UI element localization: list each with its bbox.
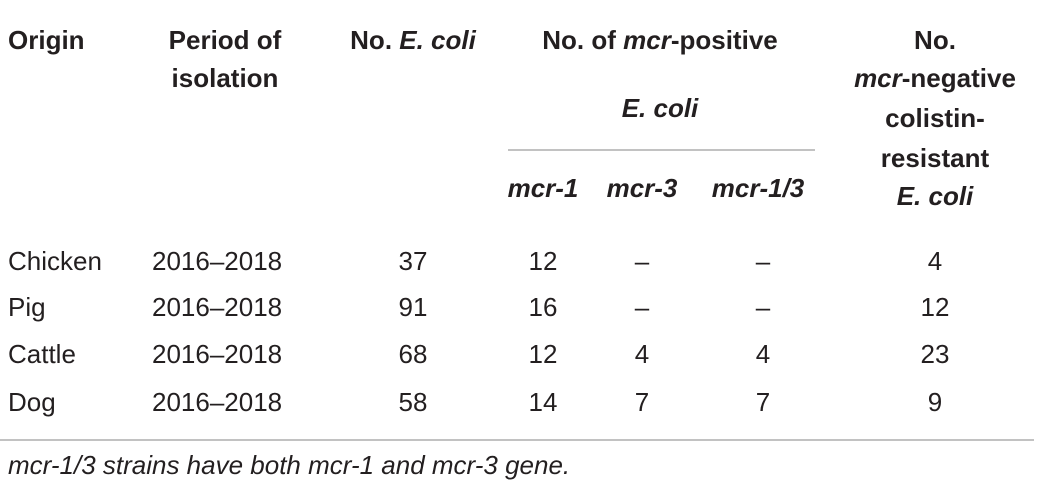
footnote: mcr-1/3 strains have both mcr-1 and mcr-… xyxy=(8,450,570,480)
table-cell: 14 xyxy=(529,387,558,417)
header-cell: mcr-3 xyxy=(607,173,678,203)
table-cell: 2016–2018 xyxy=(152,292,282,322)
table-cell: 91 xyxy=(399,292,428,322)
table-cell: Cattle xyxy=(8,339,76,369)
table-cell: 2016–2018 xyxy=(152,339,282,369)
table-cell: 12 xyxy=(921,292,950,322)
table-cell: – xyxy=(635,246,650,276)
table-cell: 7 xyxy=(635,387,649,417)
table-cell: 68 xyxy=(399,339,428,369)
table-cell: Pig xyxy=(8,292,46,322)
header-cell: E. coli xyxy=(622,93,699,123)
header-cell: No. xyxy=(914,25,956,55)
table-cell: 4 xyxy=(756,339,770,369)
table-cell: – xyxy=(756,246,771,276)
header-cell: Period of xyxy=(169,25,282,55)
table-cell: 2016–2018 xyxy=(152,387,282,417)
header-cell: mcr-negative xyxy=(854,63,1016,93)
header-cell: isolation xyxy=(172,63,279,93)
header-cell: colistin- xyxy=(885,103,985,133)
header-cell: Origin xyxy=(8,25,85,55)
header-cell: E. coli xyxy=(897,181,974,211)
header-cell: No. E. coli xyxy=(350,25,476,55)
table-cell: 23 xyxy=(921,339,950,369)
table-cell: Dog xyxy=(8,387,56,417)
table-cell: 37 xyxy=(399,246,428,276)
table-cell: 4 xyxy=(635,339,649,369)
table-cell: – xyxy=(635,292,650,322)
header-cell: resistant xyxy=(881,143,990,173)
table-cell: Chicken xyxy=(8,246,102,276)
table-cell: 9 xyxy=(928,387,942,417)
table-cell: 16 xyxy=(529,292,558,322)
table-cell: 2016–2018 xyxy=(152,246,282,276)
header-cell: mcr-1 xyxy=(508,173,579,203)
table-cell: 12 xyxy=(529,339,558,369)
table-cell: – xyxy=(756,292,771,322)
table-cell: 12 xyxy=(529,246,558,276)
table-cell: 58 xyxy=(399,387,428,417)
table-cell: 4 xyxy=(928,246,942,276)
table-cell: 7 xyxy=(756,387,770,417)
header-cell: mcr-1/3 xyxy=(712,173,805,203)
header-cell: No. of mcr-positive xyxy=(542,25,778,55)
